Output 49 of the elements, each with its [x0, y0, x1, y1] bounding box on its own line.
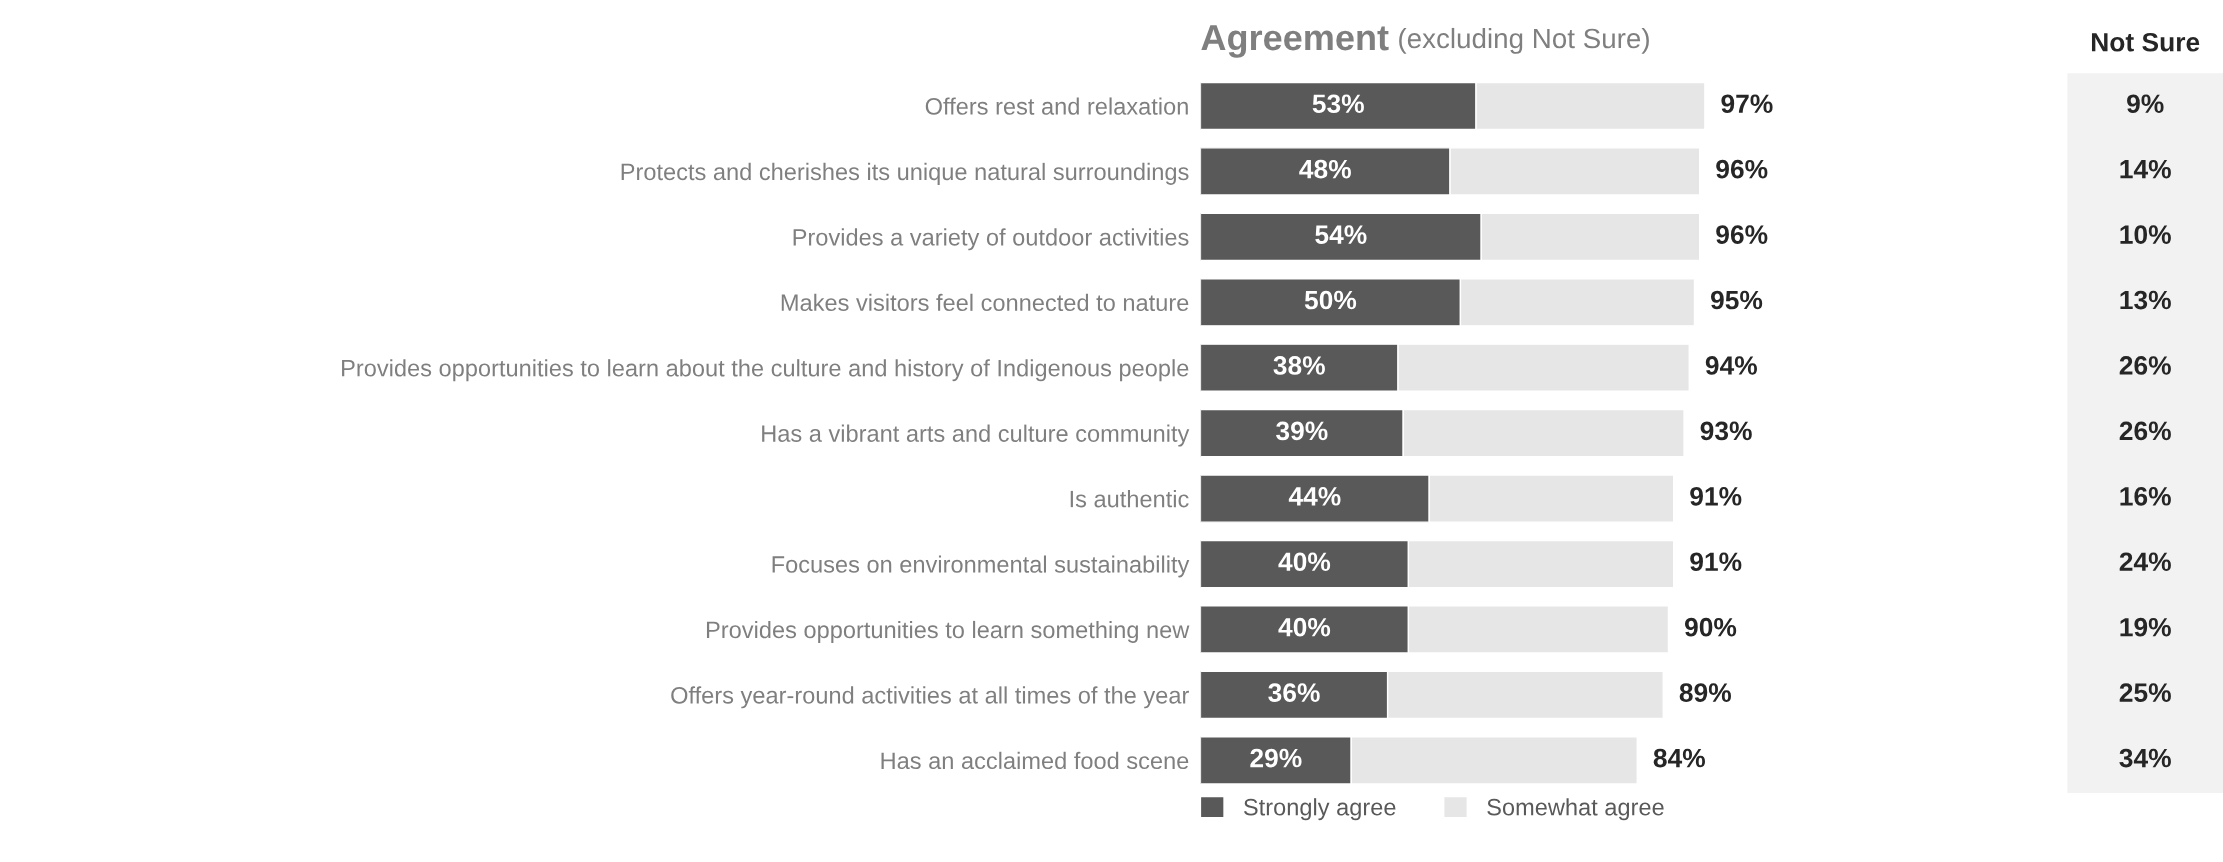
y-tick-label: Provides a variety of outdoor activities [793, 228, 1189, 251]
data-label: 48% [1299, 159, 1351, 179]
y-tick-label: Focuses on environmental sustainability [772, 555, 1190, 578]
text: 19% [2120, 617, 2171, 637]
y-tick-label: Provides opportunities to learn about the culture and history of Indigenous people [342, 359, 1189, 382]
data-label: 38% [1273, 356, 1325, 375]
text: 13% [2120, 290, 2171, 310]
total-label: 96% [1716, 159, 1768, 179]
text: 16% [2120, 486, 2171, 506]
data-label: 44% [1288, 487, 1341, 506]
total-label: 95% [1710, 290, 1763, 310]
y-tick-label: Has a vibrant arts and culture community [762, 424, 1190, 447]
data-label: 54% [1315, 225, 1367, 244]
text: 26% [2119, 356, 2171, 375]
text: 9% [2127, 94, 2164, 114]
total-label: 97% [1721, 94, 1773, 114]
y-tick-label: Provides opportunities to learn something new [706, 620, 1190, 643]
data-label: 39% [1276, 421, 1328, 441]
legend-label: Strongly agree [1243, 798, 1396, 821]
text: 24% [2119, 552, 2171, 572]
y-tick-label: Is authentic [1070, 490, 1189, 508]
total-label: 90% [1684, 617, 1737, 637]
chart-subtitle: (excluding Not Sure) [1399, 27, 1649, 54]
data-label: 29% [1250, 748, 1302, 768]
total-label: 96% [1716, 225, 1768, 244]
total-label: 93% [1700, 421, 1752, 441]
total-label: 91% [1690, 552, 1742, 572]
y-tick-label: Protects and cherishes its unique natural surroundings [621, 162, 1189, 185]
text: 10% [2120, 225, 2171, 244]
data-label: 40% [1278, 552, 1331, 572]
y-tick-label: Offers year-round activities at all times of the year [671, 686, 1189, 709]
text: 25% [2119, 683, 2171, 702]
y-tick-label: Offers rest and relaxation [925, 97, 1188, 115]
text: 14% [2120, 159, 2171, 179]
total-label: 91% [1690, 486, 1742, 506]
y-tick-label: Has an acclaimed food scene [881, 751, 1189, 770]
total-label: 84% [1653, 748, 1705, 768]
text: 26% [2119, 421, 2171, 441]
data-label: 36% [1268, 683, 1320, 703]
data-label: 53% [1312, 94, 1364, 114]
text: 34% [2119, 748, 2171, 768]
data-label: 50% [1304, 290, 1357, 310]
y-tick-label: Makes visitors feel connected to nature [781, 293, 1189, 312]
text: Not Sure [2091, 32, 2200, 52]
data-label: 40% [1278, 617, 1331, 637]
total-label: 89% [1679, 683, 1731, 702]
legend-label: Somewhat agree [1487, 798, 1664, 821]
chart-title: Agreement [1201, 25, 1389, 58]
total-label: 94% [1705, 356, 1757, 375]
